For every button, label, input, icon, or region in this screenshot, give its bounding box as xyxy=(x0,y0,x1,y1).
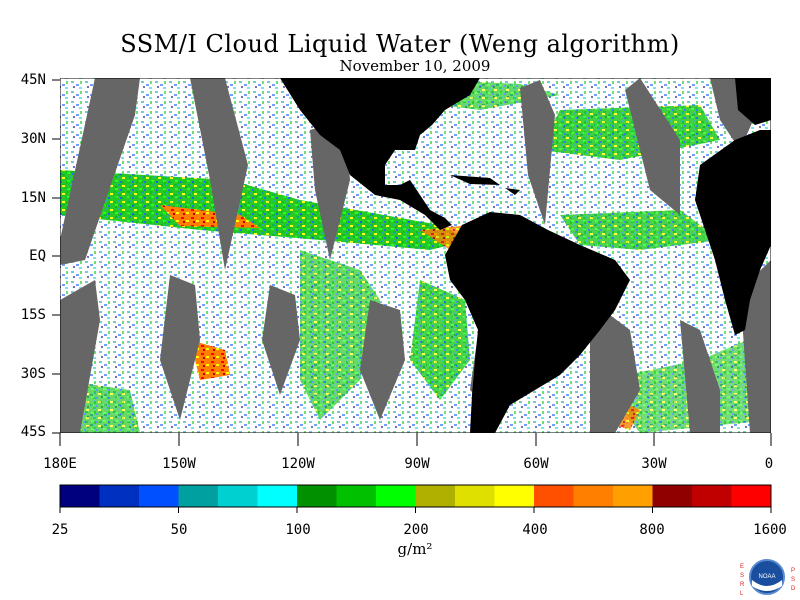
logo-center-text: NOAA xyxy=(758,574,775,580)
colorbar-swatch xyxy=(613,485,653,507)
noaa-logo: NOAA E S R L P S D xyxy=(740,559,796,597)
africa xyxy=(695,130,771,335)
south-america xyxy=(445,212,630,433)
colorbar-swatch xyxy=(218,485,258,507)
lon-label-150w: 150W xyxy=(162,456,196,472)
europe xyxy=(735,78,771,125)
logo-esrl-r: R xyxy=(740,582,745,588)
map-title: SSM/I Cloud Liquid Water (Weng algorithm… xyxy=(120,30,680,58)
lat-label-30s: 30S xyxy=(20,366,46,382)
map-area xyxy=(60,78,771,433)
lon-ticks xyxy=(59,433,772,446)
colorbar-swatch xyxy=(336,485,377,507)
logo-esrl-l: L xyxy=(740,591,744,597)
colorbar-swatch xyxy=(415,485,456,507)
lon-label-0: 0 xyxy=(764,456,774,472)
colorbar-label: 200 xyxy=(403,522,429,538)
colorbar-swatch xyxy=(455,485,495,507)
lat-ticks xyxy=(52,79,60,434)
lon-label-90w: 90W xyxy=(404,456,430,472)
lat-label-45s: 45S xyxy=(20,424,46,440)
colorbar-label: 100 xyxy=(285,522,311,538)
lon-label-120w: 120W xyxy=(281,456,315,472)
north-america xyxy=(280,78,480,230)
logo-esrl-e: E xyxy=(740,564,744,570)
colorbar-label: 25 xyxy=(51,522,69,538)
colorbar-swatch xyxy=(297,485,337,507)
colorbar-swatch xyxy=(178,485,219,507)
logo-psd-s: S xyxy=(791,577,795,583)
colorbar-label: 1600 xyxy=(753,522,787,538)
colorbar-swatch xyxy=(652,485,693,507)
colorbar xyxy=(59,484,772,513)
colorbar-units: g/m² xyxy=(397,540,433,558)
colorbar-swatch xyxy=(494,485,535,507)
lat-label-eq: EQ xyxy=(29,248,46,264)
colorbar-swatch xyxy=(692,485,732,507)
lon-label-180e: 180E xyxy=(43,456,77,472)
lon-label-60w: 60W xyxy=(523,456,549,472)
logo-psd-p: P xyxy=(791,568,795,574)
lat-label-15s: 15S xyxy=(20,307,46,323)
lat-label-30n: 30N xyxy=(20,131,46,147)
colorbar-swatch xyxy=(139,485,179,507)
lat-label-45n: 45N xyxy=(20,72,46,88)
colorbar-swatch xyxy=(257,485,298,507)
colorbar-swatch xyxy=(573,485,614,507)
colorbar-label: 50 xyxy=(170,522,188,538)
colorbar-label: 800 xyxy=(639,522,665,538)
colorbar-swatch xyxy=(376,485,416,507)
colorbar-label: 400 xyxy=(522,522,548,538)
colorbar-swatch xyxy=(534,485,574,507)
logo-psd-d: D xyxy=(791,586,796,592)
caribbean-islands xyxy=(450,175,500,185)
map-date: November 10, 2009 xyxy=(339,57,491,75)
lat-label-15n: 15N xyxy=(20,190,46,206)
land xyxy=(280,78,771,433)
colorbar-swatch xyxy=(731,485,772,507)
colorbar-swatch xyxy=(99,485,140,507)
colorbar-swatch xyxy=(60,485,100,507)
logo-esrl-s: S xyxy=(740,573,744,579)
lon-label-30w: 30W xyxy=(641,456,667,472)
